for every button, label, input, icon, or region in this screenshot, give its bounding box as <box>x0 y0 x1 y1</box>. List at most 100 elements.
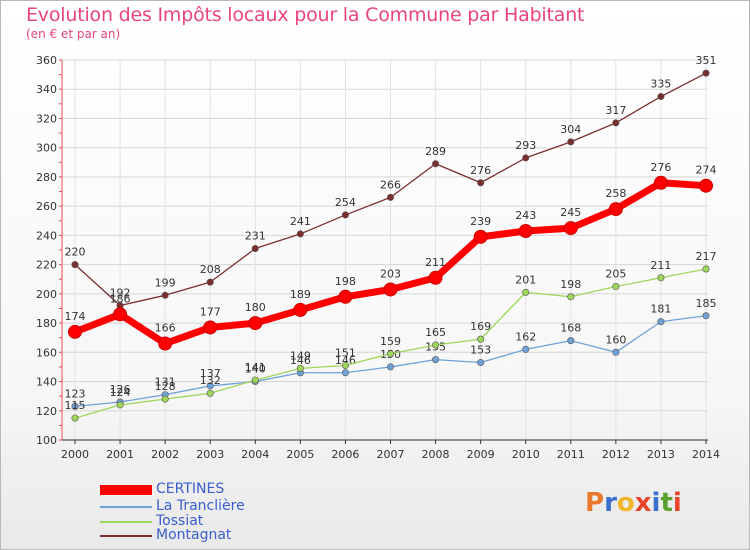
data-point-montagnat <box>206 278 214 286</box>
data-point-montagnat <box>612 119 620 127</box>
data-label-certines: 211 <box>425 256 446 269</box>
x-tick-label: 2004 <box>241 448 269 461</box>
legend-label-la-tranclière: La Tranclière <box>156 498 245 514</box>
x-tick-label: 2014 <box>692 448 720 461</box>
data-label-la-tranclière: 181 <box>650 303 671 316</box>
x-tick-label: 2011 <box>557 448 585 461</box>
data-label-tossiat: 115 <box>65 399 86 412</box>
data-label-certines: 245 <box>560 206 581 219</box>
legend-swatch-la-tranclière <box>100 506 152 508</box>
data-label-tossiat: 165 <box>425 326 446 339</box>
data-label-tossiat: 124 <box>110 386 131 399</box>
y-tick-label: 180 <box>36 317 57 330</box>
y-tick-label: 160 <box>36 346 57 359</box>
legend-item-certines: CERTINES <box>100 481 360 497</box>
data-label-la-tranclière: 162 <box>515 330 536 343</box>
data-point-montagnat <box>296 230 304 238</box>
data-point-certines <box>338 289 353 304</box>
x-tick-label: 2009 <box>467 448 495 461</box>
data-label-certines: 243 <box>515 209 536 222</box>
legend-label-tossiat: Tossiat <box>156 513 204 529</box>
y-tick-label: 200 <box>36 288 57 301</box>
data-label-certines: 177 <box>200 305 221 318</box>
data-label-montagnat: 192 <box>110 287 131 300</box>
data-point-certines <box>203 320 218 335</box>
proxiti-logo: Proxiti <box>585 488 682 518</box>
data-point-montagnat <box>161 291 169 299</box>
data-point-certines <box>473 229 488 244</box>
data-point-tossiat <box>71 414 79 422</box>
data-point-montagnat <box>71 261 79 269</box>
y-tick-label: 360 <box>36 54 57 67</box>
data-label-montagnat: 293 <box>515 139 536 152</box>
data-point-la-tranclière <box>341 369 349 377</box>
legend-swatch-montagnat <box>100 535 152 537</box>
data-label-montagnat: 220 <box>65 246 86 259</box>
legend-item-montagnat: Montagnat <box>100 527 360 543</box>
data-point-tossiat <box>612 283 620 291</box>
data-point-tossiat <box>702 265 710 273</box>
data-point-tossiat <box>522 288 530 296</box>
legend-item-la-tranclière: La Tranclière <box>100 498 360 514</box>
data-point-tossiat <box>206 389 214 397</box>
data-point-certines <box>699 178 713 193</box>
data-point-certines <box>158 336 173 351</box>
data-point-tossiat <box>341 361 349 369</box>
data-point-tossiat <box>657 274 665 282</box>
data-point-tossiat <box>386 350 394 358</box>
data-point-tossiat <box>477 335 485 343</box>
data-point-certines <box>293 302 308 317</box>
data-point-la-tranclière <box>702 312 710 320</box>
data-point-montagnat <box>477 179 485 187</box>
logo-letter: i <box>672 488 682 518</box>
logo-letter: o <box>616 488 635 518</box>
data-label-certines: 203 <box>380 267 401 280</box>
data-label-tossiat: 132 <box>200 374 221 387</box>
y-tick-label: 140 <box>36 376 57 389</box>
data-label-certines: 189 <box>290 288 311 301</box>
data-point-la-tranclière <box>206 382 214 390</box>
data-point-tossiat <box>251 376 259 384</box>
x-tick-label: 2005 <box>286 448 314 461</box>
data-point-certines <box>428 270 443 285</box>
x-tick-label: 2012 <box>602 448 630 461</box>
y-tick-label: 240 <box>36 229 57 242</box>
data-label-tossiat: 149 <box>290 349 311 362</box>
data-label-tossiat: 217 <box>696 250 717 263</box>
data-point-la-tranclière <box>477 359 485 367</box>
data-label-tossiat: 128 <box>155 380 176 393</box>
legend-item-tossiat: Tossiat <box>100 513 360 529</box>
data-point-la-tranclière <box>567 337 575 345</box>
data-label-montagnat: 289 <box>425 145 446 158</box>
data-point-montagnat <box>251 245 259 253</box>
y-tick-label: 120 <box>36 405 57 418</box>
data-point-certines <box>563 221 578 236</box>
x-tick-label: 2010 <box>512 448 540 461</box>
data-point-la-tranclière <box>386 363 394 371</box>
data-label-la-tranclière: 123 <box>65 387 86 400</box>
data-label-la-tranclière: 137 <box>200 367 221 380</box>
data-label-la-tranclière: 168 <box>560 322 581 335</box>
data-label-tossiat: 198 <box>560 278 581 291</box>
data-label-montagnat: 199 <box>155 276 176 289</box>
y-tick-label: 220 <box>36 259 57 272</box>
y-tick-label: 100 <box>36 434 57 447</box>
y-tick-label: 340 <box>36 83 57 96</box>
data-point-montagnat <box>567 138 575 146</box>
logo-letter: P <box>585 488 605 518</box>
data-point-montagnat <box>702 69 710 77</box>
data-label-montagnat: 231 <box>245 230 266 243</box>
data-point-certines <box>113 307 128 322</box>
x-tick-label: 2007 <box>377 448 405 461</box>
data-label-certines: 174 <box>65 310 86 323</box>
legend-label-certines: CERTINES <box>156 481 225 497</box>
x-tick-label: 2013 <box>647 448 675 461</box>
data-label-la-tranclière: 140 <box>245 363 266 376</box>
data-point-montagnat <box>657 93 665 101</box>
data-label-montagnat: 241 <box>290 215 311 228</box>
data-label-certines: 198 <box>335 275 356 288</box>
data-label-tossiat: 159 <box>380 335 401 348</box>
data-label-certines: 186 <box>110 292 131 305</box>
data-point-la-tranclière <box>612 348 620 356</box>
